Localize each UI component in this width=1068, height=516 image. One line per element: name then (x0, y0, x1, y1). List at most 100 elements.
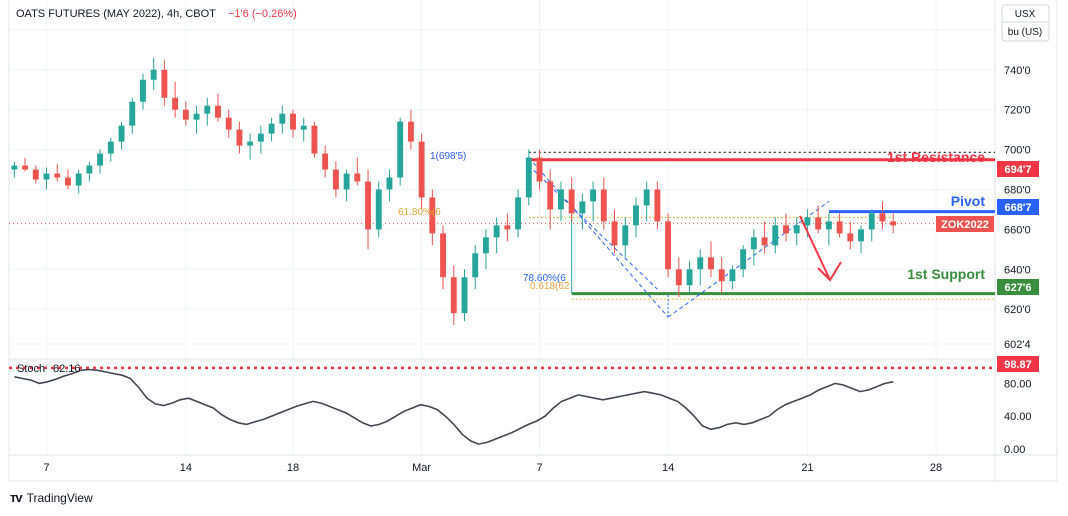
candle-body (311, 125, 318, 154)
candle-body (322, 153, 329, 170)
fib-leg-up (667, 201, 830, 318)
candle-body (225, 117, 232, 130)
stoch-value: 82.16 (53, 363, 81, 375)
candle-body (54, 173, 61, 178)
fib-786-label: 78.60%(6 (523, 273, 566, 284)
candle-body (783, 225, 789, 234)
currency-unit: USX (1015, 9, 1036, 20)
candle-body (890, 221, 897, 226)
price-change: −1'6 (−0.26%) (228, 8, 297, 20)
fib-0-label: 0.618(62 (530, 281, 570, 292)
candle-body (150, 69, 157, 80)
resistance-price-text: 694'7 (1004, 164, 1031, 176)
candle-body (354, 173, 361, 182)
candle-body (718, 269, 725, 282)
price-tick-label: 680'0 (1004, 184, 1031, 196)
candle-body (697, 257, 704, 270)
price-tick-label: 640'0 (1004, 264, 1031, 276)
stoch-line (14, 368, 894, 445)
fib-1-label: 1(698'5) (430, 151, 466, 162)
pivot-label: Pivot (951, 193, 986, 209)
candle-body (140, 79, 146, 102)
candle-body (633, 205, 639, 226)
candle-body (268, 123, 275, 134)
candle-body (708, 257, 714, 270)
candle-body (804, 217, 811, 226)
candle-body (686, 269, 693, 286)
time-tick-label: 14 (662, 462, 674, 474)
time-tick-label: 14 (180, 462, 192, 474)
candle-body (772, 225, 779, 246)
candle-body (515, 197, 522, 230)
candle-layer (11, 57, 897, 326)
stoch-tick-label: 80.00 (1004, 378, 1032, 390)
candle-body (675, 269, 682, 286)
candle-body (247, 141, 254, 146)
candle-body (868, 213, 875, 230)
candle-body (525, 157, 532, 198)
candle-body (332, 169, 339, 190)
resistance-label: 1st Resistance (887, 149, 985, 165)
candle-body (97, 153, 104, 166)
candle-body (11, 165, 18, 170)
candle-body (365, 181, 371, 230)
pivot-price-badge (997, 199, 1039, 215)
candle-body (879, 213, 886, 222)
candle-body (836, 221, 843, 234)
currency-box[interactable] (1001, 4, 1050, 42)
candle-body (397, 121, 404, 178)
tradingview-logo[interactable]: ᴛᴠ TradingView (10, 490, 93, 505)
candle-body (643, 189, 650, 206)
price-tick-label: 660'0 (1004, 224, 1031, 236)
candle-body (450, 277, 457, 314)
symbol-badge (936, 216, 994, 232)
candle-body (22, 165, 29, 170)
symbol-title[interactable]: OATS FUTURES (MAY 2022), 4h, CBOT (16, 8, 216, 20)
candle-body (654, 189, 661, 222)
candle-body (257, 133, 264, 142)
time-tick-label: 18 (287, 462, 299, 474)
currency-sub-unit: bu (US) (1008, 27, 1042, 38)
candle-body (665, 221, 672, 270)
stoch-label[interactable]: Stoch (17, 363, 45, 375)
candle-body (536, 157, 543, 182)
candle-body (386, 177, 393, 190)
grid-layer (9, 0, 995, 455)
candle-body (729, 269, 736, 282)
price-tick-label: 620'0 (1004, 304, 1031, 316)
candle-body (64, 177, 71, 186)
pivot-price-text: 668'7 (1004, 202, 1031, 214)
candle-body (740, 249, 747, 270)
candle-body (182, 109, 189, 120)
candle-body (472, 253, 479, 278)
candle-body (193, 113, 200, 120)
candle-body (750, 237, 757, 250)
fib-618-label: 61.80%(6 (398, 207, 441, 218)
candle-body (43, 173, 50, 180)
candle-body (847, 233, 854, 242)
candle-body (493, 225, 500, 238)
stoch-overbought-text: 98.87 (1004, 359, 1032, 371)
candle-body (32, 169, 39, 180)
candle-body (622, 225, 629, 246)
candle-body (825, 221, 832, 230)
candle-body (215, 105, 221, 118)
stoch-tick-label: 40.00 (1004, 411, 1032, 423)
candle-body (793, 225, 800, 234)
candle-body (461, 277, 468, 314)
candle-body (161, 69, 168, 98)
price-tick-label: 700'0 (1004, 145, 1031, 157)
stoch-overbought-badge (997, 356, 1039, 372)
support-label: 1st Support (907, 266, 985, 282)
tradingview-brand: TradingView (26, 490, 93, 505)
candle-body (407, 121, 414, 142)
candle-body (86, 165, 93, 174)
candle-body (429, 197, 436, 234)
candle-body (375, 189, 382, 230)
axis-layer: 760'0740'0720'0700'0680'0660'0640'0620'0… (43, 25, 1031, 474)
candle-body (611, 221, 618, 246)
candle-body (75, 173, 82, 186)
price-tick-label: 720'0 (1004, 105, 1031, 117)
candle-body (504, 225, 511, 230)
